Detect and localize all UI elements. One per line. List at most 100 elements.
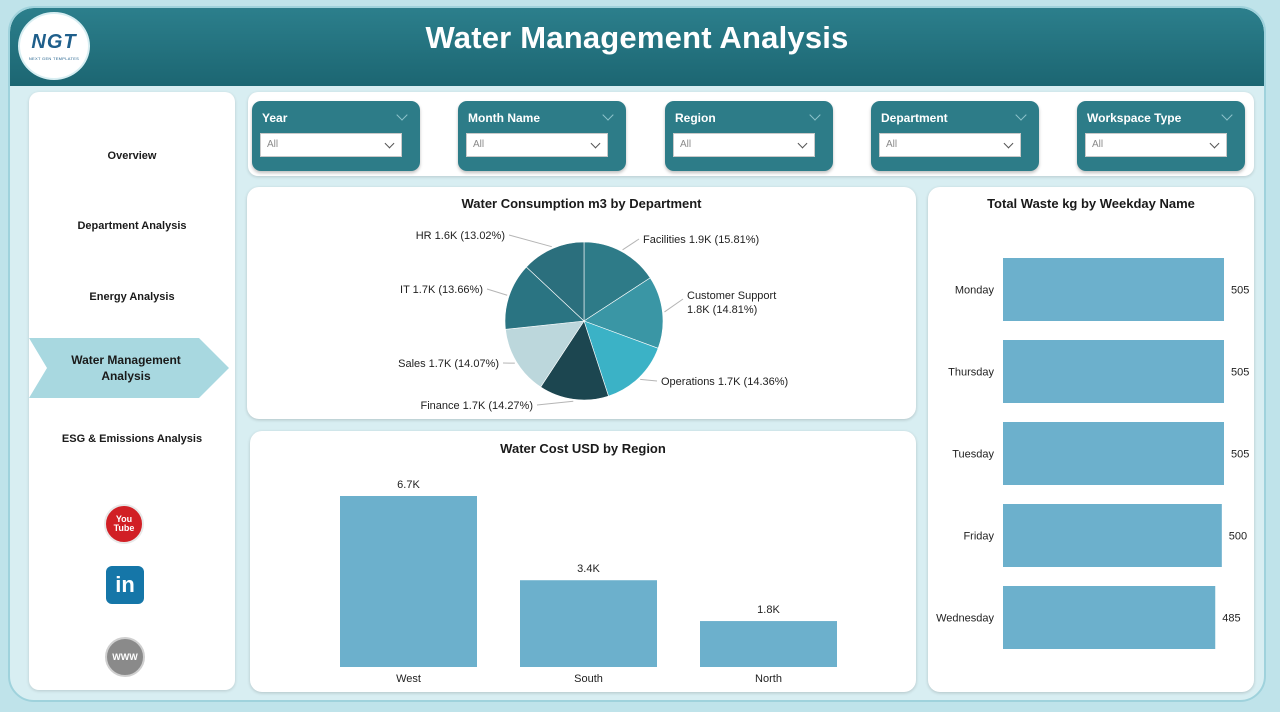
data-label-friday: 500 bbox=[1229, 531, 1247, 543]
chevron-down-icon bbox=[590, 138, 601, 149]
filter-department-label: Department bbox=[881, 111, 948, 125]
pie-slice-facilities[interactable] bbox=[583, 241, 651, 322]
bar-west[interactable] bbox=[340, 496, 477, 667]
filter-month-name-select[interactable]: All bbox=[466, 133, 608, 157]
filter-year: Year All bbox=[252, 101, 420, 171]
region-cost-title: Water Cost USD by Region bbox=[500, 441, 666, 456]
filter-workspace-type-select[interactable]: All bbox=[1085, 133, 1227, 157]
nav-item-department-analysis[interactable]: Department Analysis bbox=[77, 220, 187, 232]
pie-leader-line bbox=[622, 238, 640, 251]
chevron-down-icon[interactable] bbox=[602, 109, 614, 121]
filter-department-select[interactable]: All bbox=[879, 133, 1021, 157]
data-label-tuesday: 505 bbox=[1231, 449, 1249, 461]
bar-north[interactable] bbox=[700, 621, 837, 667]
axis-label-wednesday: Wednesday bbox=[936, 613, 994, 625]
website-label: WWW bbox=[112, 652, 138, 662]
filter-year-label: Year bbox=[262, 111, 288, 125]
data-label-west: 6.7K bbox=[397, 479, 420, 491]
bar-tuesday[interactable] bbox=[1003, 422, 1224, 485]
logo-subtext: NEXT GEN TEMPLATES bbox=[28, 56, 80, 61]
nav-item-overview[interactable]: Overview bbox=[107, 150, 157, 162]
axis-label-thursday: Thursday bbox=[948, 367, 994, 379]
linkedin-icon[interactable]: in bbox=[106, 566, 144, 604]
header-bar: NGT NEXT GEN TEMPLATES Water Management … bbox=[10, 8, 1264, 86]
bar-friday[interactable] bbox=[1003, 504, 1222, 567]
axis-label-south: South bbox=[574, 673, 603, 685]
logo-mark: NGT bbox=[31, 31, 77, 53]
axis-label-monday: Monday bbox=[955, 285, 995, 297]
pie-slice-customer-support[interactable] bbox=[583, 277, 664, 349]
filter-workspace-type: Workspace Type All bbox=[1077, 101, 1245, 171]
pie-label-hr: HR 1.6K (13.02%) bbox=[416, 230, 505, 242]
filter-region-value: All bbox=[680, 139, 692, 150]
pie-label-sales: Sales 1.7K (14.07%) bbox=[398, 358, 499, 370]
pie-slice-hr[interactable] bbox=[525, 241, 585, 322]
pie-value-customer-support: 1.8K (14.81%) bbox=[687, 304, 757, 316]
region-cost-chart: 6.7K West 3.4K South 1.8K North bbox=[340, 479, 837, 685]
bar-monday[interactable] bbox=[1003, 258, 1224, 321]
filter-panel: Year All Month Name All Region All Dep bbox=[248, 92, 1254, 176]
pie-chart-title: Water Consumption m3 by Department bbox=[461, 196, 702, 211]
youtube-icon[interactable]: You Tube bbox=[104, 504, 144, 544]
bar-wednesday[interactable] bbox=[1003, 586, 1216, 649]
website-globe-icon[interactable]: WWW bbox=[105, 637, 145, 677]
chevron-down-icon[interactable] bbox=[1221, 109, 1233, 121]
linkedin-label: in bbox=[115, 572, 135, 597]
pie-chart-card: Water Consumption m3 by Department Facil… bbox=[247, 187, 916, 419]
filter-month-name-value: All bbox=[473, 139, 485, 150]
pie-label-it: IT 1.7K (13.66%) bbox=[400, 284, 483, 296]
filter-month-name-label: Month Name bbox=[468, 111, 540, 125]
pie-leader-line bbox=[508, 234, 552, 248]
chevron-down-icon bbox=[384, 138, 395, 149]
pie-label-finance: Finance 1.7K (14.27%) bbox=[420, 400, 533, 412]
sidebar-nav: Overview Department Analysis Energy Anal… bbox=[29, 92, 235, 690]
weekday-waste-card: Total Waste kg by Weekday Name Monday 505… bbox=[928, 187, 1254, 692]
pie-slice-finance[interactable] bbox=[540, 320, 609, 401]
pie-chart: Facilities 1.9K (15.81%) Customer Support… bbox=[398, 230, 788, 412]
pie-leader-line bbox=[486, 288, 508, 296]
nav-item-energy-analysis[interactable]: Energy Analysis bbox=[89, 291, 175, 303]
axis-label-tuesday: Tuesday bbox=[952, 449, 994, 461]
axis-label-friday: Friday bbox=[963, 531, 994, 543]
chevron-down-icon[interactable] bbox=[1015, 109, 1027, 121]
axis-label-north: North bbox=[755, 673, 782, 685]
chevron-down-icon[interactable] bbox=[396, 109, 408, 121]
data-label-south: 3.4K bbox=[577, 563, 600, 575]
region-cost-card: Water Cost USD by Region 6.7K West 3.4K Sou… bbox=[250, 431, 916, 692]
filter-workspace-type-label: Workspace Type bbox=[1087, 111, 1182, 125]
data-label-thursday: 505 bbox=[1231, 367, 1249, 379]
filter-month-name: Month Name All bbox=[458, 101, 626, 171]
brand-logo: NGT NEXT GEN TEMPLATES bbox=[18, 12, 90, 80]
chevron-down-icon bbox=[1209, 138, 1220, 149]
axis-label-west: West bbox=[396, 673, 421, 685]
bar-thursday[interactable] bbox=[1003, 340, 1224, 403]
chevron-down-icon[interactable] bbox=[809, 109, 821, 121]
youtube-label: You Tube bbox=[113, 514, 135, 533]
weekday-waste-title: Total Waste kg by Weekday Name bbox=[987, 196, 1195, 211]
pie-slice-it[interactable] bbox=[504, 266, 585, 330]
filter-year-select[interactable]: All bbox=[260, 133, 402, 157]
filter-region: Region All bbox=[665, 101, 833, 171]
filter-department: Department All bbox=[871, 101, 1039, 171]
data-label-north: 1.8K bbox=[757, 604, 780, 616]
pie-label-facilities: Facilities 1.9K (15.81%) bbox=[643, 234, 759, 246]
dashboard-frame: NGT NEXT GEN TEMPLATES Water Management … bbox=[8, 6, 1266, 702]
pie-leader-line bbox=[664, 298, 684, 313]
nav-item-esg-emissions-analysis[interactable]: ESG & Emissions Analysis bbox=[61, 433, 203, 445]
filter-department-value: All bbox=[886, 139, 898, 150]
weekday-waste-chart: Monday 505 Thursday 505 Tuesday 505 Friday 500 W… bbox=[936, 258, 1249, 649]
filter-region-label: Region bbox=[675, 111, 716, 125]
filter-region-select[interactable]: All bbox=[673, 133, 815, 157]
nav-item-water-management-analysis[interactable]: Water Management Analysis bbox=[29, 338, 229, 398]
chevron-down-icon bbox=[1003, 138, 1014, 149]
data-label-wednesday: 485 bbox=[1222, 613, 1240, 625]
page-title: Water Management Analysis bbox=[425, 20, 849, 55]
pie-slice-sales[interactable] bbox=[505, 320, 585, 388]
pie-label-operations: Operations 1.7K (14.36%) bbox=[661, 376, 788, 388]
data-label-monday: 505 bbox=[1231, 285, 1249, 297]
pie-label-customer-support: Customer Support bbox=[687, 290, 776, 302]
pie-leader-line bbox=[640, 378, 658, 382]
pie-leader-line bbox=[536, 400, 574, 406]
bar-south[interactable] bbox=[520, 580, 657, 667]
filter-workspace-type-value: All bbox=[1092, 139, 1104, 150]
